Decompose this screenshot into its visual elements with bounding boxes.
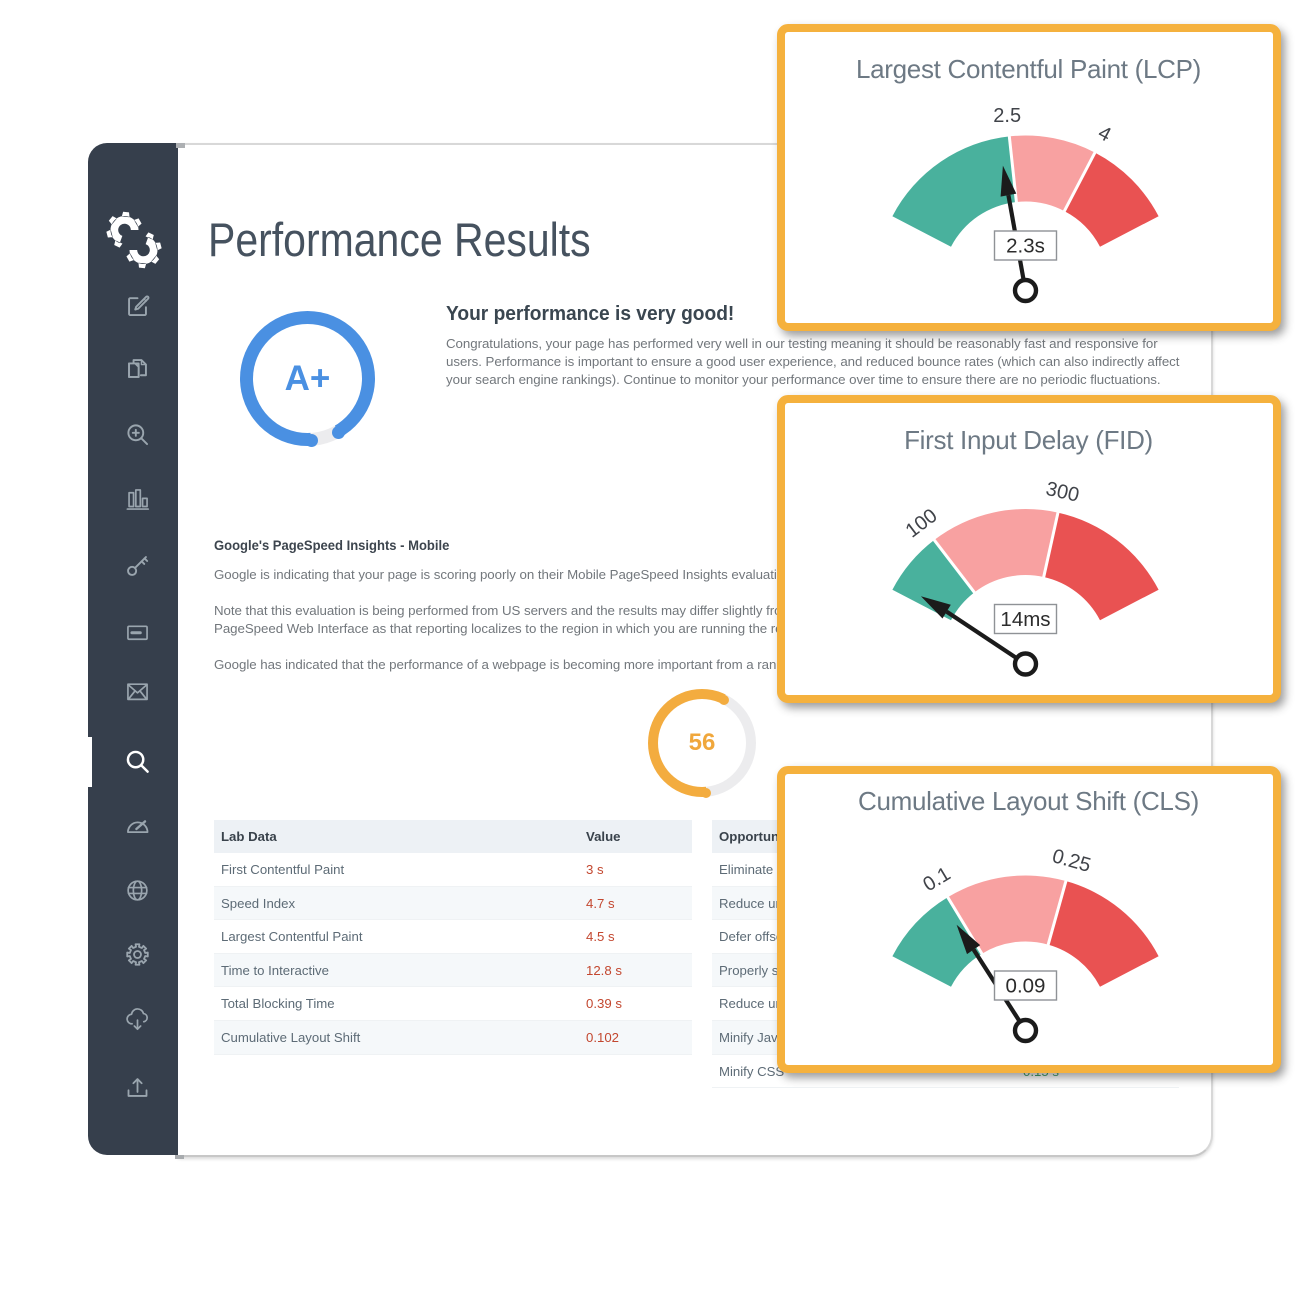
svg-text:100: 100: [901, 505, 941, 543]
svg-text:2.5: 2.5: [993, 104, 1021, 126]
svg-text:0.25: 0.25: [1049, 845, 1092, 877]
svg-text:14ms: 14ms: [1000, 608, 1050, 631]
svg-text:300: 300: [1043, 478, 1080, 507]
svg-text:0.1: 0.1: [919, 862, 954, 895]
svg-text:4: 4: [1094, 121, 1114, 146]
svg-text:2.3s: 2.3s: [1006, 234, 1045, 257]
svg-text:0.09: 0.09: [1005, 974, 1045, 997]
